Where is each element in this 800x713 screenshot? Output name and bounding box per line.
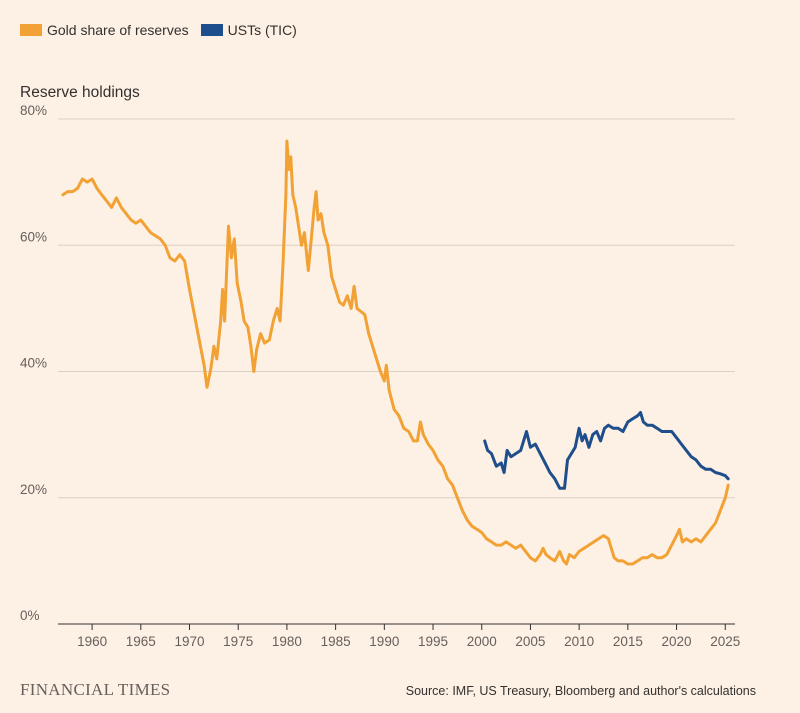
y-tick-label: 60% (20, 229, 47, 244)
y-tick-label: 40% (20, 356, 47, 371)
x-tick-label: 1975 (223, 634, 253, 649)
x-tick-label: 2025 (710, 634, 740, 649)
x-tick-label: 1970 (174, 634, 204, 649)
x-tick-label: 2010 (564, 634, 594, 649)
legend-item-gold: Gold share of reserves (20, 22, 189, 38)
x-tick-label: 1990 (369, 634, 399, 649)
source-note: Source: IMF, US Treasury, Bloomberg and … (405, 684, 756, 698)
legend-item-usts: USTs (TIC) (200, 22, 297, 38)
x-tick-label: 2015 (613, 634, 643, 649)
x-tick-label: 1980 (272, 634, 302, 649)
chart-subtitle: Reserve holdings (20, 84, 140, 101)
gold-share-series-line (61, 139, 730, 566)
x-tick-label: 1960 (77, 634, 107, 649)
legend-swatch-usts (200, 24, 223, 36)
legend-label-usts: USTs (TIC) (227, 22, 297, 38)
x-tick-label: 1985 (321, 634, 351, 649)
y-tick-label: 20% (20, 482, 47, 497)
legend: Gold share of reserves USTs (TIC) (20, 22, 309, 38)
y-tick-label: 0% (20, 608, 40, 623)
legend-swatch-gold (20, 24, 42, 36)
publisher-logo: FINANCIAL TIMES (20, 680, 171, 699)
usts-series-line (483, 411, 730, 490)
x-tick-label: 2020 (662, 634, 692, 649)
x-tick-label: 1995 (418, 634, 448, 649)
y-tick-label: 80% (20, 103, 47, 118)
x-tick-label: 2005 (515, 634, 545, 649)
x-tick-label: 1965 (126, 634, 156, 649)
legend-label-gold: Gold share of reserves (47, 22, 189, 38)
x-tick-label: 2000 (467, 634, 497, 649)
